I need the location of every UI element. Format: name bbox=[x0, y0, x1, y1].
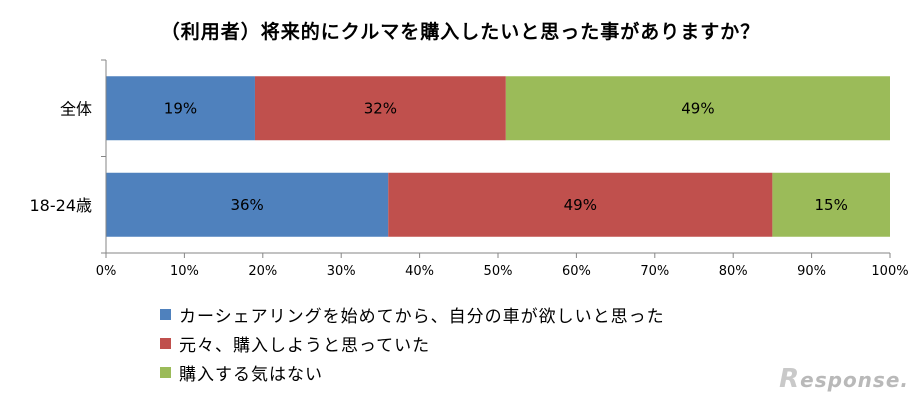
legend-item-2: 元々、購入しようと思っていた bbox=[160, 329, 665, 358]
x-tick-label-6: 60% bbox=[562, 264, 591, 279]
data-label-2-3: 15% bbox=[815, 196, 848, 214]
watermark-r: R bbox=[779, 364, 801, 394]
category-label-1: 全体 bbox=[60, 99, 92, 118]
bar-segment-2-1 bbox=[106, 172, 389, 237]
legend-label-2: 元々、購入しようと思っていた bbox=[179, 336, 431, 356]
watermark-text: esponse. bbox=[800, 368, 909, 392]
chart-title: （利用者）将来的にクルマを購入したいと思った事がありますか？ bbox=[160, 21, 761, 43]
x-tick-label-5: 50% bbox=[484, 264, 513, 279]
legend-item-1: カーシェアリングを始めてから、自分の車が欲しいと思った bbox=[160, 300, 665, 329]
legend-label-3: 購入する気はない bbox=[179, 365, 323, 385]
x-tick-label-4: 40% bbox=[405, 264, 434, 279]
legend-item-3: 購入する気はない bbox=[160, 358, 665, 387]
legend-swatch-2 bbox=[160, 338, 171, 349]
legend-label-1: カーシェアリングを始めてから、自分の車が欲しいと思った bbox=[179, 307, 665, 327]
response-watermark: Response. bbox=[779, 364, 909, 394]
x-tick-label-7: 70% bbox=[640, 264, 669, 279]
bar-segment-2-2 bbox=[388, 172, 773, 237]
data-label-1-3: 49% bbox=[681, 99, 714, 117]
bar-segment-1-2 bbox=[254, 76, 506, 141]
legend-swatch-3 bbox=[160, 367, 171, 378]
bar-segment-1-3 bbox=[505, 76, 890, 141]
x-tick-label-10: 100% bbox=[871, 264, 908, 279]
x-tick-label-0: 0% bbox=[96, 264, 117, 279]
bar-segment-2-3 bbox=[772, 172, 890, 237]
data-label-1-2: 32% bbox=[364, 99, 397, 117]
x-tick-label-2: 20% bbox=[248, 264, 277, 279]
legend: カーシェアリングを始めてから、自分の車が欲しいと思った 元々、購入しようと思ってい… bbox=[160, 300, 665, 387]
category-label-2: 18-24歳 bbox=[30, 196, 93, 215]
data-label-2-1: 36% bbox=[230, 196, 263, 214]
x-tick-label-3: 30% bbox=[327, 264, 356, 279]
x-tick-label-1: 10% bbox=[170, 264, 199, 279]
x-tick-label-9: 90% bbox=[797, 264, 826, 279]
bar-segment-1-1 bbox=[106, 76, 255, 141]
legend-swatch-1 bbox=[160, 309, 171, 320]
x-tick-label-8: 80% bbox=[719, 264, 748, 279]
data-label-1-1: 19% bbox=[164, 99, 197, 117]
data-label-2-2: 49% bbox=[564, 196, 597, 214]
